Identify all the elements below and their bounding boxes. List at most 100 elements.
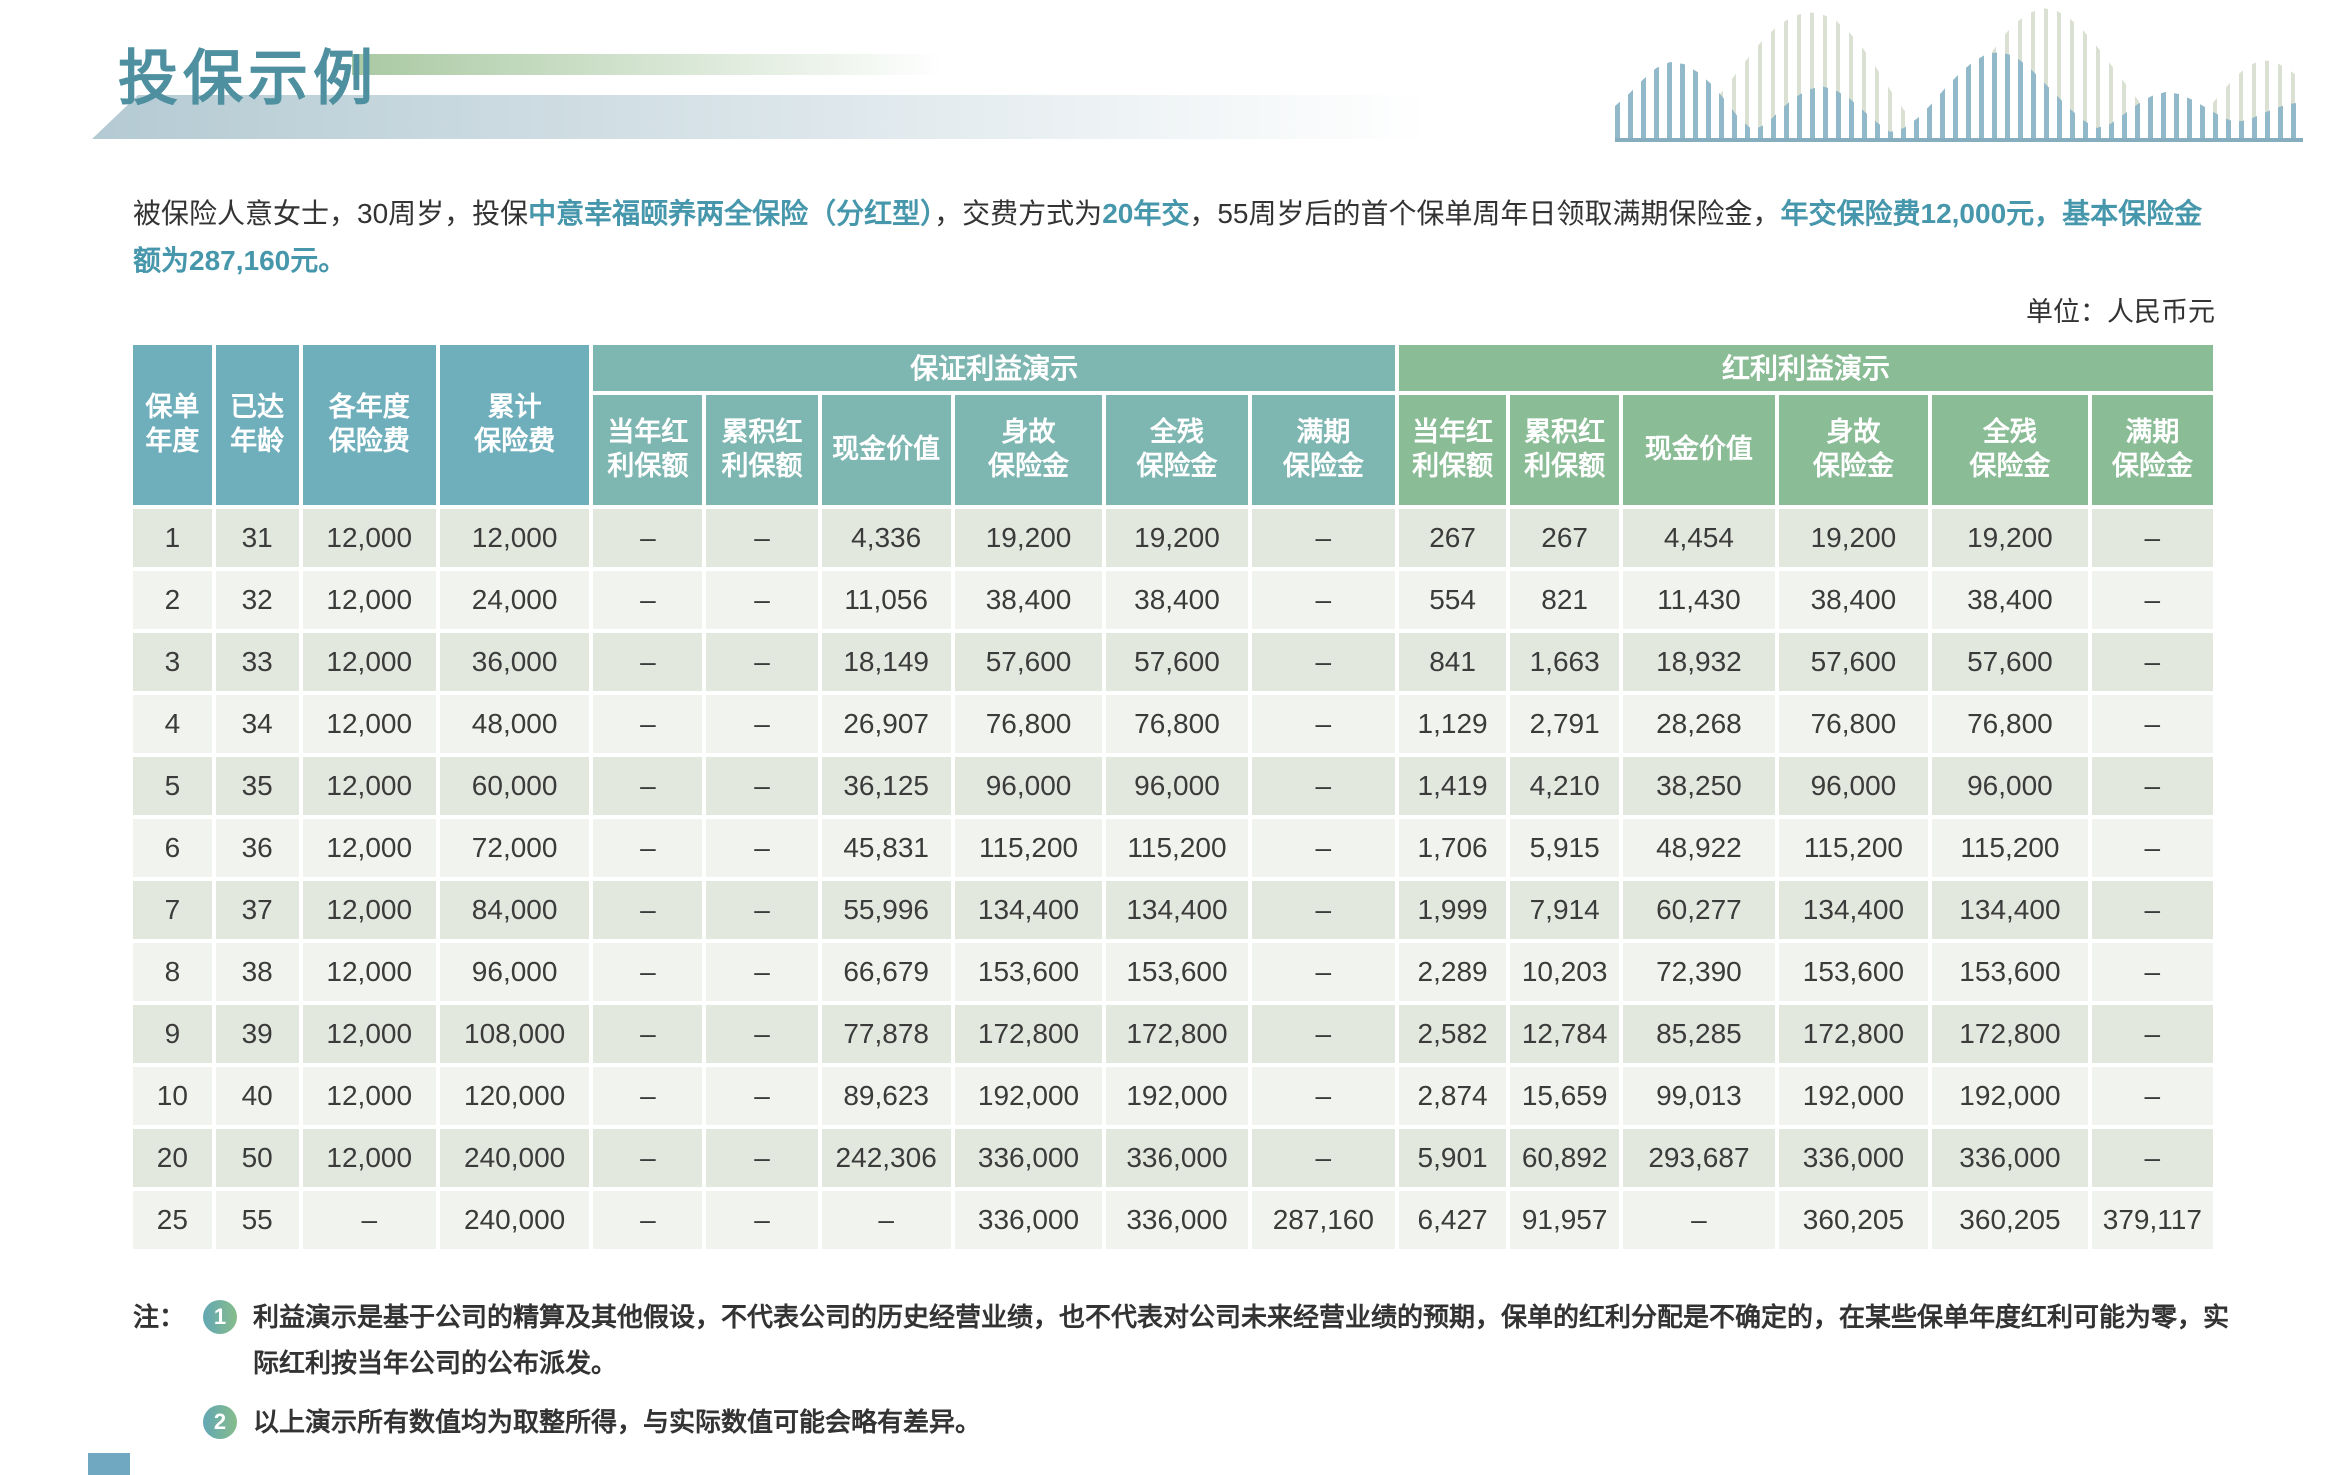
table-cell: 77,878 [821, 1005, 951, 1064]
table-row: 5 35 12,000 60,000– –36,125 96,000 96,000–1,41… [133, 757, 2213, 816]
note-item: 1 利益演示是基于公司的精算及其他假设，不代表公司的历史经营业绩，也不代表对公司… [203, 1295, 2230, 1386]
table-cell: 57,600 [1932, 633, 2088, 692]
table-cell: 18,149 [821, 633, 951, 692]
table-cell: 60,277 [1623, 881, 1775, 940]
table-cell: 287,160 [1251, 1191, 1396, 1250]
table-cell: 192,000 [954, 1067, 1103, 1126]
table-cell: 11,430 [1623, 571, 1775, 630]
table-cell: 2 [133, 571, 212, 630]
table-cell: 60,892 [1510, 1129, 1620, 1188]
table-cell: 360,205 [1932, 1191, 2088, 1250]
table-cell: 9 [133, 1005, 212, 1064]
table-cell: 38,400 [1932, 571, 2088, 630]
table-cell: 12,784 [1510, 1005, 1620, 1064]
intro-accent-text: 年交保险费12,000元，基本保险金额为287,160元。 [133, 198, 2203, 277]
table-cell: 15,659 [1510, 1067, 1620, 1126]
column-header: 已达 年龄 [215, 345, 299, 506]
table-cell: 57,600 [1778, 633, 1929, 692]
table-row: 10 40 12,000 120,000– –89,623 192,000 192,000–… [133, 1067, 2213, 1126]
table-cell: 240,000 [439, 1191, 590, 1250]
table-cell: 120,000 [439, 1067, 590, 1126]
table-cell: 2,582 [1399, 1005, 1507, 1064]
table-cell: – [706, 633, 818, 692]
table-cell: – [821, 1191, 951, 1250]
table-cell: 96,000 [954, 757, 1103, 816]
table-cell: 12,000 [302, 1005, 436, 1064]
table-row: 4 34 12,000 48,000– –26,907 76,800 76,800–1,12… [133, 695, 2213, 754]
corner-square-decoration [88, 1453, 130, 1475]
column-header: 现金价值 [1623, 395, 1775, 506]
note-number-badge: 1 [203, 1300, 237, 1335]
table-row: 3 33 12,000 36,000– –18,149 57,600 57,600–841 1… [133, 633, 2213, 692]
table-cell: 91,957 [1510, 1191, 1620, 1250]
table-cell: 192,000 [1106, 1067, 1248, 1126]
intro-text: ，55周岁后的首个保单周年日领取满期保险金， [1189, 198, 1781, 229]
table-cell: 36,000 [439, 633, 590, 692]
table-cell: – [1623, 1191, 1775, 1250]
column-header: 当年红 利保额 [593, 395, 703, 506]
table-cell: 242,306 [821, 1129, 951, 1188]
table-cell: 35 [215, 757, 299, 816]
table-cell: 1,663 [1510, 633, 1620, 692]
unit-label: 单位：人民币元 [2026, 297, 2215, 328]
table-cell: 7 [133, 881, 212, 940]
table-cell: 96,000 [1106, 757, 1248, 816]
table-cell: 267 [1399, 509, 1507, 568]
table-cell: 172,800 [1932, 1005, 2088, 1064]
table-cell: 48,000 [439, 695, 590, 754]
table-cell: 4,454 [1623, 509, 1775, 568]
table-cell: 57,600 [1106, 633, 1248, 692]
column-header: 累积红 利保额 [1510, 395, 1620, 506]
table-cell: 5,915 [1510, 819, 1620, 878]
table-cell: – [2091, 757, 2213, 816]
table-cell: 48,922 [1623, 819, 1775, 878]
table-cell: – [593, 819, 703, 878]
table-cell: 554 [1399, 571, 1507, 630]
table-cell: 5 [133, 757, 212, 816]
table-cell: 12,000 [302, 633, 436, 692]
table-row: 6 36 12,000 72,000– –45,831 115,200 115,200–1,… [133, 819, 2213, 878]
table-cell: 36 [215, 819, 299, 878]
note-items: 1 利益演示是基于公司的精算及其他假设，不代表公司的历史经营业绩，也不代表对公司… [203, 1295, 2230, 1446]
table-cell: – [1251, 695, 1396, 754]
table-cell: 336,000 [1778, 1129, 1929, 1188]
table-cell: 6 [133, 819, 212, 878]
table-cell: 96,000 [1932, 757, 2088, 816]
column-header: 现金价值 [821, 395, 951, 506]
table-cell: 12,000 [302, 509, 436, 568]
table-cell: 336,000 [1932, 1129, 2088, 1188]
column-header: 累计 保险费 [439, 345, 590, 506]
table-cell: 36,125 [821, 757, 951, 816]
table-cell: 12,000 [302, 1129, 436, 1188]
table-cell: 4 [133, 695, 212, 754]
table-cell: – [593, 1191, 703, 1250]
title-underline-band-decoration [92, 95, 1472, 139]
table-cell: – [593, 695, 703, 754]
wave-lines-decoration [1615, 6, 2303, 142]
table-cell: – [1251, 1129, 1396, 1188]
table-cell: 10,203 [1510, 943, 1620, 1002]
table-cell: 336,000 [954, 1191, 1103, 1250]
table-cell: 38,400 [1106, 571, 1248, 630]
table-cell: 38,400 [1778, 571, 1929, 630]
table-cell: 45,831 [821, 819, 951, 878]
intro-accent-text: 中意幸福颐养两全保险（分红型） [528, 198, 935, 229]
table-cell: – [2091, 571, 2213, 630]
note-number-badge: 2 [203, 1405, 237, 1440]
table-cell: 38 [215, 943, 299, 1002]
table-cell: – [1251, 1005, 1396, 1064]
table-cell: 10 [133, 1067, 212, 1126]
table-cell: – [706, 819, 818, 878]
column-header: 满期 保险金 [2091, 395, 2213, 506]
column-header: 累积红 利保额 [706, 395, 818, 506]
table-cell: 192,000 [1932, 1067, 2088, 1126]
table-cell: 115,200 [1778, 819, 1929, 878]
table-body: 1 31 12,000 12,000– –4,336 19,200 19,200–267 26… [133, 509, 2213, 1250]
table-cell: 267 [1510, 509, 1620, 568]
table-cell: 1,419 [1399, 757, 1507, 816]
table-cell: 12,000 [302, 695, 436, 754]
table-cell: 19,200 [1778, 509, 1929, 568]
intro-accent-text: 20年交 [1102, 198, 1190, 229]
notes-label: 注： [133, 1302, 186, 1333]
table-cell: 192,000 [1778, 1067, 1929, 1126]
